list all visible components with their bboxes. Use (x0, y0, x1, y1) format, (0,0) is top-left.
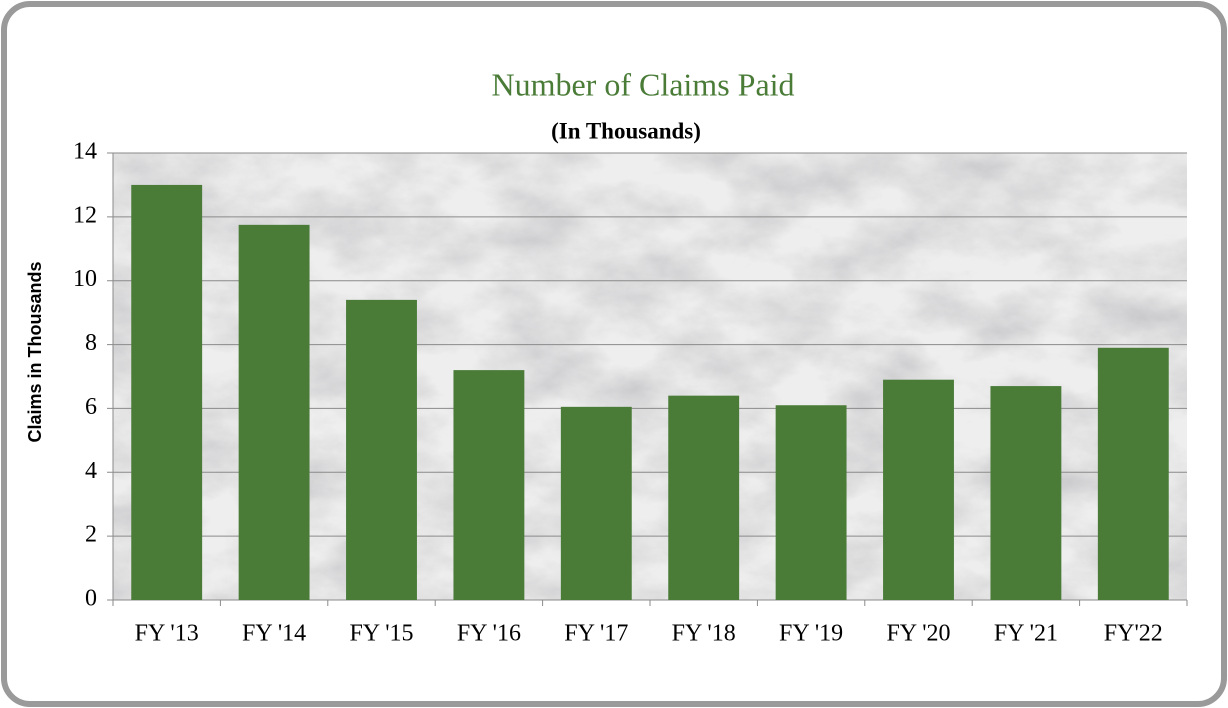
bar (990, 386, 1062, 600)
x-tick-label: FY'22 (1104, 621, 1163, 647)
bar (346, 299, 417, 600)
y-axis-label: Claims in Thousands (25, 261, 45, 442)
bar (883, 379, 954, 600)
x-tick-label: FY '16 (457, 621, 521, 647)
bar (238, 224, 310, 600)
bar (775, 405, 847, 600)
x-tick-label: FY '14 (242, 621, 306, 647)
x-tick-label: FY '19 (779, 621, 843, 647)
y-tick-label: 4 (85, 458, 97, 484)
x-tick-label: FY '17 (564, 621, 628, 647)
bar (560, 406, 632, 600)
chart-title: Number of Claims Paid (491, 66, 794, 102)
bar (1097, 347, 1169, 600)
x-tick-label: FY '15 (349, 621, 413, 647)
bar (453, 370, 525, 600)
y-tick-label: 12 (73, 202, 97, 228)
bar (131, 184, 203, 600)
x-tick-label: FY '13 (135, 621, 199, 647)
y-tick-label: 14 (73, 139, 97, 165)
x-tick-label: FY '18 (672, 621, 736, 647)
bar (668, 395, 740, 600)
x-tick-label: FY '20 (886, 621, 950, 647)
y-tick-label: 2 (85, 522, 97, 548)
y-tick-label: 10 (73, 266, 97, 292)
y-tick-label: 0 (85, 586, 97, 612)
y-tick-label: 6 (85, 394, 97, 420)
x-tick-label: FY '21 (994, 621, 1058, 647)
y-tick-label: 8 (85, 330, 97, 356)
chart-subtitle: (In Thousands) (551, 118, 701, 143)
